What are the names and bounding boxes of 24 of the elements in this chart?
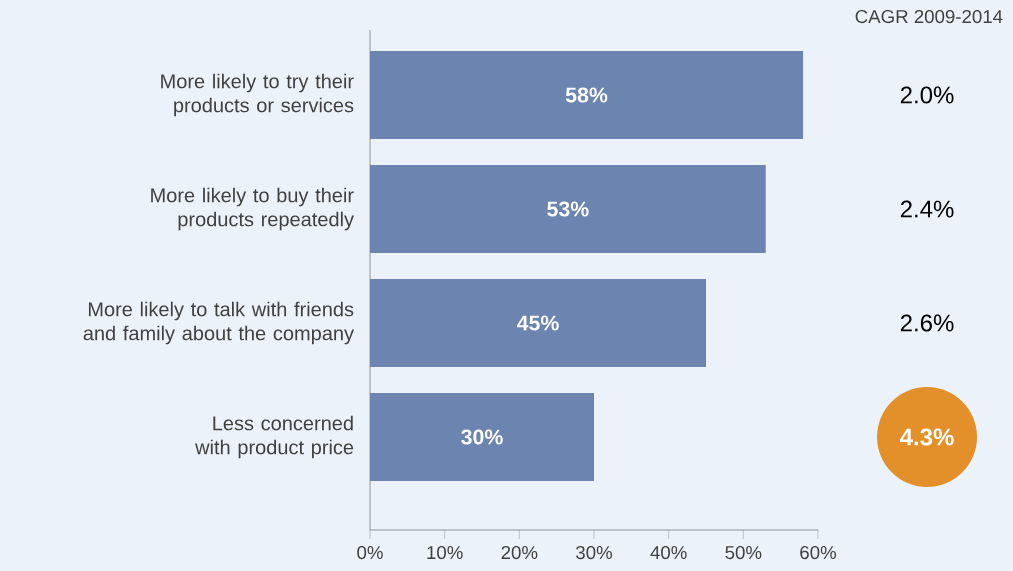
bar <box>370 279 706 368</box>
text: 2.0% <box>900 86 954 104</box>
x-tick-label: 10% <box>427 545 463 560</box>
x-tick-label: 30% <box>576 545 613 560</box>
x-tick-label: 50% <box>725 545 762 560</box>
text: CAGR 2009-2014 <box>855 9 1003 24</box>
x-tick-label: 20% <box>501 545 538 560</box>
x-tick-label: 40% <box>650 545 687 560</box>
y-tick-label: More likely to try their products or services <box>161 73 354 117</box>
data-label: 30% <box>461 429 503 445</box>
y-tick-label: Less concerned with product price <box>195 415 354 459</box>
x-tick-label: 60% <box>800 545 837 560</box>
bar <box>370 51 804 140</box>
data-label: 58% <box>565 87 608 103</box>
y-tick-label: More likely to talk with friends and family about the company <box>83 301 354 345</box>
data-label: 53% <box>547 201 589 217</box>
x-tick-label: 0% <box>357 545 383 560</box>
bar <box>370 393 594 482</box>
y-tick-label: More likely to buy their products repeatedly <box>151 187 354 231</box>
text: 2.6% <box>900 314 954 332</box>
text: 4.3% <box>900 428 954 446</box>
bar <box>370 165 766 254</box>
text: 2.4% <box>900 200 954 218</box>
data-label: 45% <box>516 315 559 331</box>
